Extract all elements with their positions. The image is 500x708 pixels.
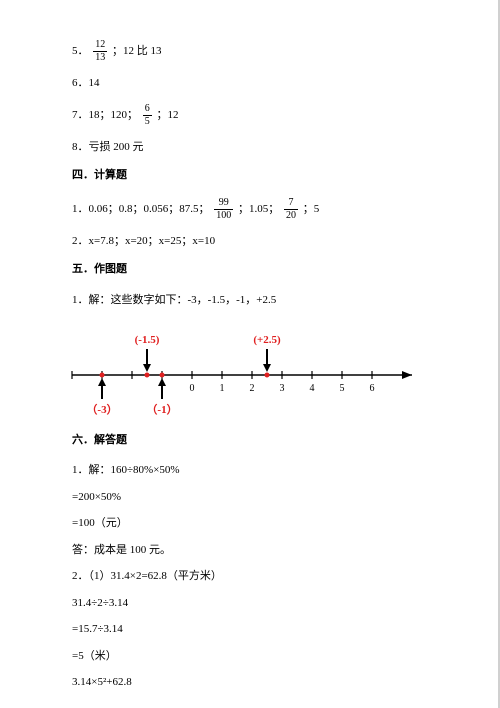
fraction: 12 13 [93, 40, 107, 63]
fraction: 6 5 [143, 104, 152, 127]
svg-text:1: 1 [220, 383, 225, 394]
fraction: 99 100 [214, 198, 233, 221]
ans-line: 31.4÷2÷3.14 [72, 595, 445, 612]
text: ；1.05； [238, 203, 282, 215]
section-5-title: 五．作图题 [72, 261, 445, 278]
item-6: 6．14 [72, 75, 445, 92]
section-4-title: 四．计算题 [72, 167, 445, 184]
ans-line: 3.14×5²+62.8 [72, 674, 445, 691]
ans-line: =15.7÷3.14 [72, 621, 445, 638]
number-line-svg: 0 1 2 3 4 5 6 （-3） (-1.5) （-1） (+2.5) [62, 320, 422, 420]
fraction: 7 20 [284, 198, 298, 221]
ans-line: =5（米） [72, 648, 445, 665]
text: 5． [72, 45, 89, 57]
svg-text:0: 0 [190, 383, 195, 394]
draw-1: 1．解：这些数字如下：-3，-1.5，-1，+2.5 [72, 292, 445, 309]
number-line-diagram: 0 1 2 3 4 5 6 （-3） (-1.5) （-1） (+2.5) [62, 320, 445, 426]
text: ；12 [157, 109, 179, 121]
item-7: 7．18；120； 6 5 ；12 [72, 104, 445, 127]
svg-text:2: 2 [250, 383, 255, 394]
text: ；12 比 13 [112, 45, 162, 57]
item-8: 8．亏损 200 元 [72, 139, 445, 156]
section-6-title: 六．解答题 [72, 432, 445, 449]
svg-text:4: 4 [310, 383, 315, 394]
calc-1: 1．0.06；0.8；0.056；87.5； 99 100 ；1.05； 7 2… [72, 198, 445, 221]
text: 1．0.06；0.8；0.056；87.5； [72, 203, 212, 215]
svg-text:(-1.5): (-1.5) [135, 334, 160, 346]
ans-line: 答：成本是 100 元。 [72, 542, 445, 559]
text: 7．18；120； [72, 109, 141, 121]
svg-text:6: 6 [370, 383, 375, 394]
ans-line: =100（元） [72, 515, 445, 532]
svg-text:(+2.5): (+2.5) [253, 334, 281, 346]
ans-line: 2．（1）31.4×2=62.8（平方米） [72, 568, 445, 585]
svg-text:3: 3 [280, 383, 285, 394]
item-5: 5． 12 13 ；12 比 13 [72, 40, 445, 63]
ans-line: =200×50% [72, 489, 445, 506]
svg-text:（-1）: （-1） [146, 403, 177, 416]
svg-text:（-3）: （-3） [86, 403, 117, 416]
svg-text:5: 5 [340, 383, 345, 394]
ans-line: 1．解：160÷80%×50% [72, 462, 445, 479]
text: ；5 [303, 203, 320, 215]
calc-2: 2．x=7.8；x=20；x=25；x=10 [72, 233, 445, 250]
